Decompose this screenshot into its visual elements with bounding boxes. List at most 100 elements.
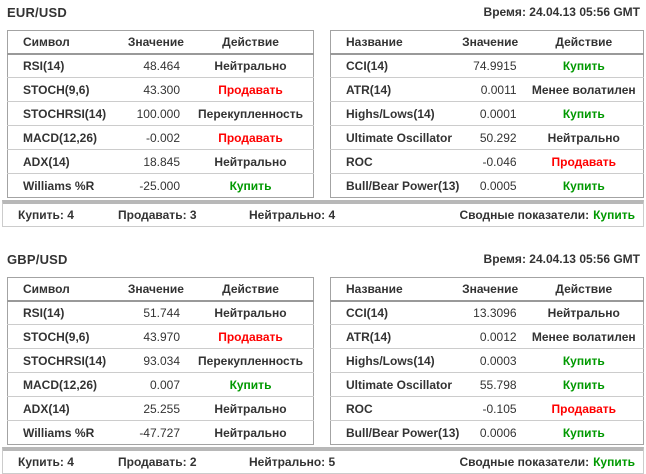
table-row: STOCHRSI(14) 93.034 Перекупленность bbox=[7, 348, 314, 373]
pair-title: EUR/USD bbox=[7, 5, 67, 20]
column-header-symbol: Символ bbox=[7, 277, 124, 302]
indicator-action: Продавать bbox=[188, 324, 314, 349]
indicator-name: Bull/Bear Power(13) bbox=[330, 173, 459, 198]
indicator-value: 0.0001 bbox=[455, 101, 525, 126]
summary-overall-value: Купить bbox=[593, 455, 635, 469]
table-row: ATR(14) 0.0011 Менее волатилен bbox=[330, 77, 644, 102]
indicator-action: Купить bbox=[188, 372, 314, 397]
table-row: ADX(14) 18.845 Нейтрально bbox=[7, 149, 314, 174]
indicator-name: RSI(14) bbox=[23, 58, 65, 73]
indicator-value: 0.0011 bbox=[455, 77, 525, 102]
indicator-name: ATR(14) bbox=[330, 324, 456, 349]
indicator-action: Менее волатилен bbox=[524, 77, 644, 102]
indicator-value: 43.970 bbox=[123, 324, 189, 349]
indicator-action: Купить bbox=[562, 58, 605, 73]
table-row: Williams %R -25.000 Купить bbox=[7, 173, 314, 198]
table-row: Highs/Lows(14) 0.0001 Купить bbox=[330, 101, 644, 126]
table-row: CCI(14) 13.3096 Нейтрально bbox=[331, 301, 644, 325]
summary-buy-count: Купить: 4 bbox=[18, 455, 74, 469]
indicator-value: -47.727 bbox=[123, 420, 189, 445]
indicator-name: Ultimate Oscillator bbox=[330, 125, 456, 150]
indicator-name: MACD(12,26) bbox=[7, 125, 124, 150]
indicator-name: ADX(14) bbox=[7, 396, 124, 421]
indicator-name: ROC bbox=[330, 396, 456, 421]
indicator-value: 51.744 bbox=[143, 305, 181, 320]
column-header-value: Значение bbox=[455, 277, 525, 302]
indicator-value: 74.9915 bbox=[473, 58, 517, 73]
indicator-table: Название Значение Действие CCI(14) 13.309… bbox=[330, 277, 644, 445]
section-header: GBP/USD Время: 24.04.13 05:56 GMT bbox=[0, 251, 646, 270]
indicator-value: 48.464 bbox=[143, 58, 181, 73]
table-header-row: Символ Значение Действие bbox=[7, 277, 314, 302]
indicator-action: Купить bbox=[524, 420, 644, 445]
section-eurusd: EUR/USD Время: 24.04.13 05:56 GMT Символ… bbox=[0, 4, 646, 227]
column-header-name: Название bbox=[330, 277, 456, 302]
table-header-row: Название Значение Действие bbox=[330, 277, 644, 302]
indicator-value: 0.0012 bbox=[455, 324, 525, 349]
table-row: ADX(14) 25.255 Нейтрально bbox=[7, 396, 314, 421]
indicator-action: Нейтрально bbox=[214, 58, 287, 73]
summary-overall-label: Сводные показатели: bbox=[459, 455, 590, 469]
column-header-name: Название bbox=[330, 30, 456, 55]
summary-buy-count: Купить: 4 bbox=[18, 208, 74, 222]
table-row: Bull/Bear Power(13) 0.0005 Купить bbox=[330, 173, 644, 198]
section-gbpusd: GBP/USD Время: 24.04.13 05:56 GMT Символ… bbox=[0, 251, 646, 474]
table-row: ROC -0.046 Продавать bbox=[330, 149, 644, 174]
column-header-value: Значение bbox=[455, 30, 525, 55]
indicator-action: Нейтрально bbox=[524, 125, 644, 150]
summary-overall-label: Сводные показатели: bbox=[459, 208, 590, 222]
table-row: CCI(14) 74.9915 Купить bbox=[331, 54, 644, 78]
indicator-value: 50.292 bbox=[455, 125, 525, 150]
column-header-action: Действие bbox=[524, 277, 644, 302]
indicator-action: Продавать bbox=[524, 396, 644, 421]
indicator-table: Название Значение Действие CCI(14) 74.991… bbox=[330, 30, 644, 198]
indicator-action: Продавать bbox=[524, 149, 644, 174]
table-row: RSI(14) 51.744 Нейтрально bbox=[8, 301, 314, 325]
summary-overall: Сводные показатели: Купить bbox=[460, 455, 636, 469]
indicator-action: Купить bbox=[524, 173, 644, 198]
indicator-value: 100.000 bbox=[123, 101, 189, 126]
table-row: Bull/Bear Power(13) 0.0006 Купить bbox=[330, 420, 644, 445]
indicator-name: ADX(14) bbox=[7, 149, 124, 174]
column-header-symbol: Символ bbox=[7, 30, 124, 55]
pair-title: GBP/USD bbox=[7, 252, 68, 267]
table-row: STOCH(9,6) 43.970 Продавать bbox=[7, 324, 314, 349]
indicator-name: CCI(14) bbox=[346, 305, 389, 320]
table-header-row: Символ Значение Действие bbox=[7, 30, 314, 55]
table-row: MACD(12,26) 0.007 Купить bbox=[7, 372, 314, 397]
indicator-name: STOCH(9,6) bbox=[7, 324, 124, 349]
indicator-action: Нейтрально bbox=[188, 396, 314, 421]
table-row: Ultimate Oscillator 55.798 Купить bbox=[330, 372, 644, 397]
indicator-action: Купить bbox=[524, 348, 644, 373]
table-header-row: Название Значение Действие bbox=[330, 30, 644, 55]
indicator-action: Продавать bbox=[188, 77, 314, 102]
table-row: STOCH(9,6) 43.300 Продавать bbox=[7, 77, 314, 102]
indicator-value: 0.007 bbox=[123, 372, 189, 397]
indicator-value: -0.046 bbox=[455, 149, 525, 174]
summary-sell-count: Продавать: 2 bbox=[118, 455, 197, 469]
table-row: Highs/Lows(14) 0.0003 Купить bbox=[330, 348, 644, 373]
oscillator-table: Символ Значение Действие RSI(14) 48.464 Не… bbox=[7, 30, 314, 198]
timestamp: Время: 24.04.13 05:56 GMT bbox=[483, 252, 640, 266]
oscillator-table: Символ Значение Действие RSI(14) 51.744 Не… bbox=[7, 277, 314, 445]
table-row: RSI(14) 48.464 Нейтрально bbox=[8, 54, 314, 78]
indicator-action: Нейтрально bbox=[214, 305, 287, 320]
indicator-action: Купить bbox=[524, 101, 644, 126]
column-header-value: Значение bbox=[123, 30, 189, 55]
indicator-action: Нейтрально bbox=[547, 305, 620, 320]
table-row: MACD(12,26) -0.002 Продавать bbox=[7, 125, 314, 150]
indicator-value: -25.000 bbox=[123, 173, 189, 198]
column-header-value: Значение bbox=[123, 277, 189, 302]
table-row: ATR(14) 0.0012 Менее волатилен bbox=[330, 324, 644, 349]
indicator-name: STOCHRSI(14) bbox=[7, 101, 124, 126]
table-row: Ultimate Oscillator 50.292 Нейтрально bbox=[330, 125, 644, 150]
indicator-action: Менее волатилен bbox=[524, 324, 644, 349]
indicator-name: ATR(14) bbox=[330, 77, 456, 102]
indicator-value: 0.0005 bbox=[455, 173, 525, 198]
summary-bar: Купить: 4 Продавать: 2 Нейтрально: 5 Сво… bbox=[2, 447, 644, 474]
summary-overall-value: Купить bbox=[593, 208, 635, 222]
tables-row: Символ Значение Действие RSI(14) 48.464 Не… bbox=[7, 30, 644, 198]
indicator-name: CCI(14) bbox=[346, 58, 389, 73]
column-header-action: Действие bbox=[188, 277, 314, 302]
